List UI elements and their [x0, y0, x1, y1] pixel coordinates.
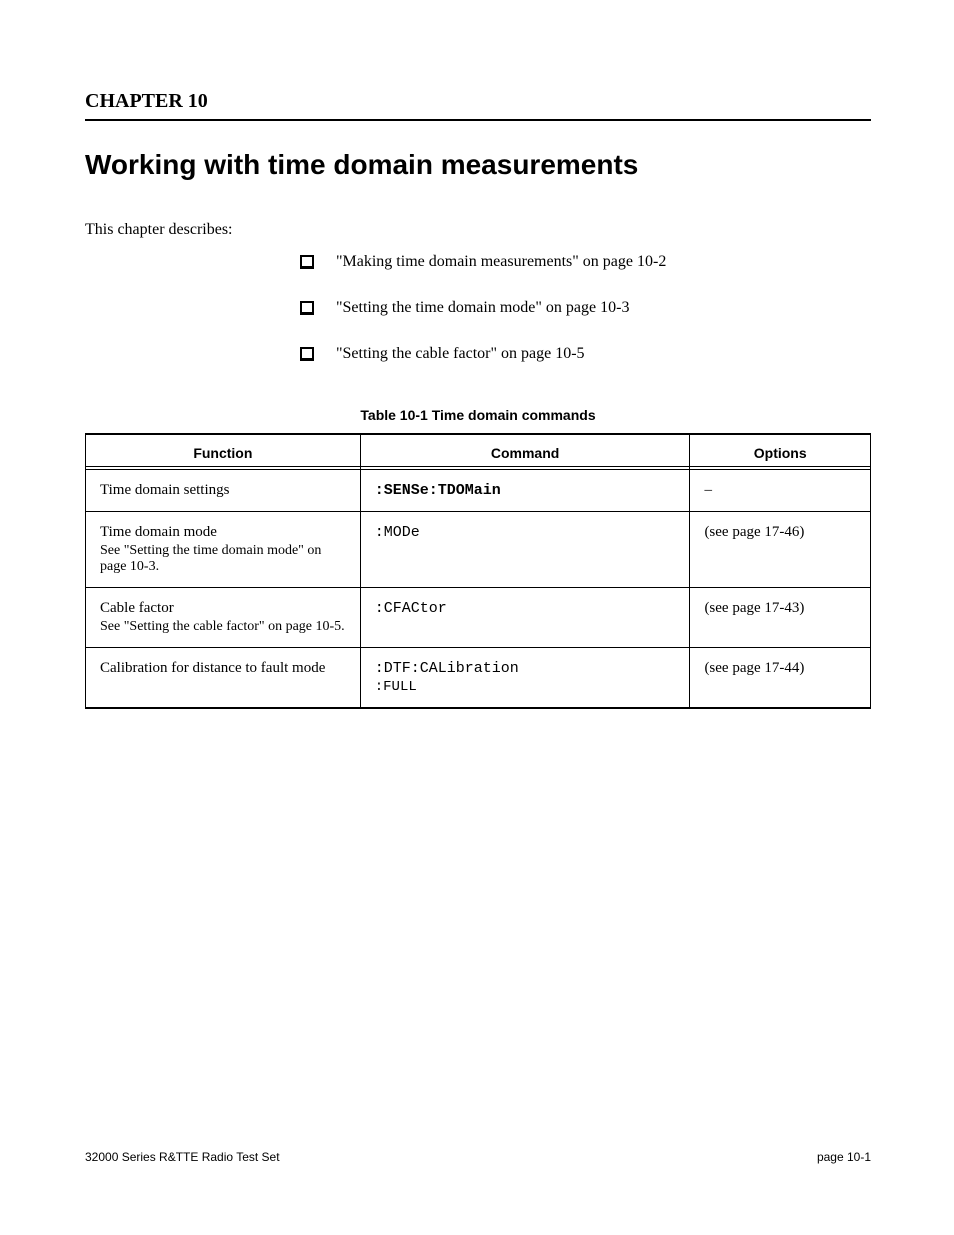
- bullet-link: "Making time domain measurements": [336, 253, 579, 270]
- bullet-icon: [300, 301, 314, 315]
- bullet-icon: [300, 255, 314, 269]
- cmd-text: :MODe: [375, 524, 420, 541]
- cell-function: Time domain settings: [86, 470, 361, 512]
- cell-command: :CFACtor: [360, 588, 690, 648]
- cell-function: Cable factor See "Setting the cable fact…: [86, 588, 361, 648]
- bullet-link: "Setting the time domain mode": [336, 299, 542, 316]
- table-row: Calibration for distance to fault mode :…: [86, 648, 871, 709]
- commands-table: Function Command Options Time domain set…: [85, 433, 871, 709]
- table-row: Time domain settings :SENSe:TDOMain –: [86, 470, 871, 512]
- bullet-page: on page 10-2: [583, 253, 667, 270]
- bullet-item: "Setting the time domain mode" on page 1…: [300, 299, 871, 317]
- col-function: Function: [86, 434, 361, 470]
- bullet-item: "Making time domain measurements" on pag…: [300, 253, 871, 271]
- cell-sub-link: "Setting the time domain mode": [124, 543, 304, 558]
- cell-options: (see page 17-44): [690, 648, 871, 709]
- cell-command: :DTF:CALibration :FULL: [360, 648, 690, 709]
- bullet-page: on page 10-5: [501, 345, 585, 362]
- col-options: Options: [690, 434, 871, 470]
- table-row: Cable factor See "Setting the cable fact…: [86, 588, 871, 648]
- cell-options: –: [690, 470, 871, 512]
- cell-sub-a: See: [100, 543, 124, 558]
- cell-command: :SENSe:TDOMain: [360, 470, 690, 512]
- bullet-icon: [300, 347, 314, 361]
- chapter-number: CHAPTER 10: [85, 90, 871, 113]
- table-row: Time domain mode See "Setting the time d…: [86, 512, 871, 588]
- title-rule: [85, 119, 871, 121]
- footer-right: page 10-1: [817, 1150, 871, 1164]
- intro-text: This chapter describes:: [85, 221, 871, 239]
- cell-sub-b: on page 10-5.: [265, 619, 345, 634]
- page-footer: 32000 Series R&TTE Radio Test Set page 1…: [85, 1150, 871, 1164]
- cell-function: Time domain mode See "Setting the time d…: [86, 512, 361, 588]
- chapter-title: Working with time domain measurements: [85, 149, 871, 181]
- col-command: Command: [360, 434, 690, 470]
- bullet-link: "Setting the cable factor": [336, 345, 497, 362]
- cell-title: Cable factor: [100, 600, 174, 616]
- cmd-text: :DTF:CALibration: [375, 660, 519, 677]
- cell-title: Time domain mode: [100, 524, 217, 540]
- cmd-text: :SENSe:TDOMain: [375, 482, 501, 499]
- table-caption: Table 10-1 Time domain commands: [85, 407, 871, 423]
- cmd-sub: :FULL: [375, 679, 676, 695]
- cell-options: (see page 17-43): [690, 588, 871, 648]
- cell-options: (see page 17-46): [690, 512, 871, 588]
- table-header-row: Function Command Options: [86, 434, 871, 470]
- footer-left: 32000 Series R&TTE Radio Test Set: [85, 1150, 280, 1164]
- cmd-text: :CFACtor: [375, 600, 447, 617]
- cell-sub-link: "Setting the cable factor": [124, 619, 265, 634]
- bullet-list: "Making time domain measurements" on pag…: [300, 253, 871, 363]
- bullet-page: on page 10-3: [546, 299, 630, 316]
- cell-function: Calibration for distance to fault mode: [86, 648, 361, 709]
- bullet-item: "Setting the cable factor" on page 10-5: [300, 345, 871, 363]
- cell-sub-a: See: [100, 619, 124, 634]
- cell-command: :MODe: [360, 512, 690, 588]
